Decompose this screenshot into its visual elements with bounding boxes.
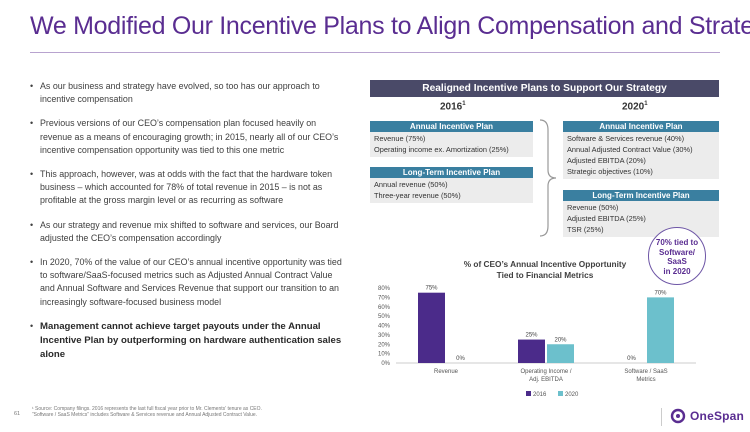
chart-title-line: % of CEO’s Annual Incentive Opportunity <box>463 259 627 269</box>
callout-line: Software/ <box>658 247 695 257</box>
y-tick-label: 0% <box>381 361 390 367</box>
year-2016-text: 2016 <box>440 101 463 113</box>
plan-item: Operating income ex. Amortization (25%) <box>374 145 509 154</box>
year-2016-label: 20161 <box>440 101 466 112</box>
chart-title: % of CEO’s Annual Incentive Opportunity … <box>440 259 650 281</box>
plan-2016-annual: Annual Incentive Plan Revenue (75%) Oper… <box>370 121 533 157</box>
incentive-section-header: Realigned Incentive Plans to Support Our… <box>370 80 719 97</box>
logo-text: OneSpan <box>690 409 745 423</box>
plan-item: TSR (25%) <box>567 225 604 234</box>
y-tick-label: 50% <box>378 314 391 320</box>
plan-item: Annual revenue (50%) <box>374 180 448 189</box>
callout-line: 70% tied to <box>655 238 699 247</box>
bullet-item: • As our business and strategy have evolv… <box>28 80 346 106</box>
legend-swatch <box>558 391 563 396</box>
bullet-dot-icon: • <box>30 118 34 129</box>
y-tick-label: 60% <box>378 305 391 311</box>
bullet-dot-icon: • <box>30 320 34 331</box>
onespan-logo-icon <box>670 408 686 424</box>
y-tick-label: 40% <box>378 324 391 330</box>
plan-item: Adjusted EBITDA (20%) <box>567 156 646 165</box>
plan-header: Long-Term Incentive Plan <box>370 167 533 178</box>
plan-2016-ltip: Long-Term Incentive Plan Annual revenue … <box>370 167 533 203</box>
plan-item: Revenue (75%) <box>374 134 426 143</box>
bullet-text: Management cannot achieve target payouts… <box>40 320 342 360</box>
logo-divider <box>661 408 662 426</box>
plan-item: Strategic objectives (10%) <box>567 167 653 176</box>
y-tick-label: 70% <box>378 295 391 301</box>
plan-item: Annual Adjusted Contract Value (30%) <box>567 145 693 154</box>
title-divider <box>30 52 720 53</box>
bullet-text: Previous versions of our CEO’s compensat… <box>40 118 339 155</box>
bullet-dot-icon: • <box>30 169 34 180</box>
bullet-item: • In 2020, 70% of the value of our CEO’s … <box>28 256 346 309</box>
year-2020-label: 20201 <box>622 101 648 112</box>
callout-badge: 70% tied to Software/ SaaS in 2020 <box>648 227 706 285</box>
bar-data-label: 70% <box>654 290 667 296</box>
plan-header: Annual Incentive Plan <box>563 121 719 132</box>
plan-item: Adjusted EBITDA (25%) <box>567 214 646 223</box>
bullet-dot-icon: • <box>30 81 34 91</box>
onespan-logo: OneSpan <box>670 408 744 424</box>
callout-line: SaaS <box>667 257 687 266</box>
bar-data-label: 20% <box>554 337 567 343</box>
callout-line: in 2020 <box>663 266 691 276</box>
bullet-text: As our strategy and revenue mix shifted … <box>40 219 339 243</box>
plan-header: Annual Incentive Plan <box>370 121 533 132</box>
legend-label: 2020 <box>565 392 579 398</box>
bullet-item-emphasis: • Management cannot achieve target payout… <box>28 320 346 362</box>
bullet-text: In 2020, 70% of the value of our CEO’s a… <box>40 257 342 307</box>
footnote-mark: 1 <box>644 101 648 107</box>
y-tick-label: 80% <box>378 286 391 292</box>
bar-data-label: 25% <box>525 333 538 339</box>
legend-swatch <box>526 391 531 396</box>
x-tick-label: Metrics <box>636 377 655 383</box>
x-tick-label: Software / SaaS <box>624 369 667 375</box>
plan-item: Revenue (50%) <box>567 203 619 212</box>
legend-label: 2016 <box>533 392 547 398</box>
bullet-text: This approach, however, was at odds with… <box>40 169 333 206</box>
plan-body: Software & Services revenue (40%) Annual… <box>563 132 719 179</box>
page-number: 61 <box>14 411 21 417</box>
chart-bar <box>418 292 445 363</box>
bar-data-label: 75% <box>425 286 438 292</box>
chart-bar <box>547 344 574 363</box>
x-tick-label: Adj. EBITDA <box>529 377 563 383</box>
plan-body: Revenue (50%) Adjusted EBITDA (25%) TSR … <box>563 201 719 237</box>
bullet-item: • Previous versions of our CEO’s compensa… <box>28 117 346 157</box>
plan-2020-annual: Annual Incentive Plan Software & Service… <box>563 121 719 179</box>
footnote-line: “Software / SaaS Metrics” includes Softw… <box>32 412 258 418</box>
footnote-mark: 1 <box>462 101 466 107</box>
bracket-connector-icon <box>539 119 557 237</box>
year-2020-text: 2020 <box>622 101 645 113</box>
footnote: ¹ Source: Company filings. 2016 represen… <box>32 406 362 418</box>
x-tick-label: Revenue <box>434 369 459 375</box>
footnote-line: ¹ Source: Company filings. 2016 represen… <box>32 406 262 412</box>
chart-title-line: Tied to Financial Metrics <box>496 270 594 280</box>
bar-data-label: 0% <box>456 356 465 362</box>
incentive-bar-chart: 0% 10% 20% 30% 40% 50% 60% 70% 80% 75% 0% Revenue 25… <box>378 286 696 398</box>
chart-bar <box>518 339 545 363</box>
bullet-list: • As our business and strategy have evolv… <box>28 80 346 373</box>
bullet-item: • As our strategy and revenue mix shifted… <box>28 219 346 245</box>
bullet-text: As our business and strategy have evolve… <box>40 81 320 105</box>
y-tick-label: 20% <box>378 342 391 348</box>
plan-header: Long-Term Incentive Plan <box>563 190 719 201</box>
bullet-item: • This approach, however, was at odds wit… <box>28 168 346 208</box>
plan-body: Annual revenue (50%) Three-year revenue … <box>370 178 533 203</box>
x-tick-label: Operating Income / <box>520 369 571 375</box>
page-title: We Modified Our Incentive Plans to Align… <box>30 12 750 40</box>
bullet-dot-icon: • <box>30 257 34 268</box>
plan-2020-ltip: Long-Term Incentive Plan Revenue (50%) A… <box>563 190 719 237</box>
chart-bar <box>647 297 674 363</box>
y-tick-label: 10% <box>378 352 391 358</box>
plan-item: Software & Services revenue (40%) <box>567 134 685 143</box>
bullet-dot-icon: • <box>30 219 34 230</box>
bar-data-label: 0% <box>627 356 636 362</box>
plan-item: Three-year revenue (50%) <box>374 191 461 200</box>
plan-body: Revenue (75%) Operating income ex. Amort… <box>370 132 533 157</box>
y-tick-label: 30% <box>378 333 391 339</box>
